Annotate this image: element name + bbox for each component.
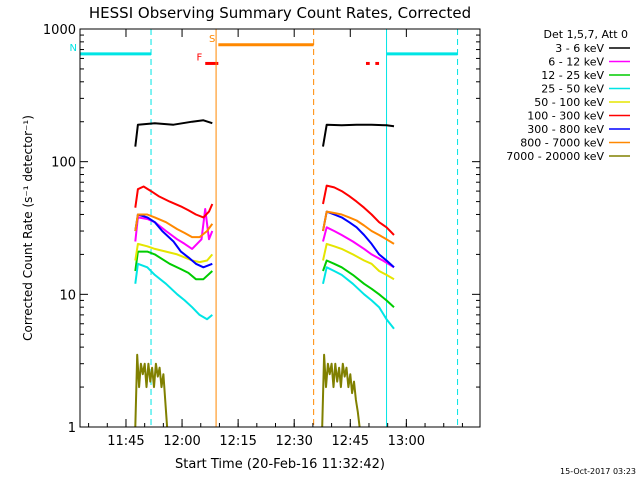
y-tick-label-1000: 1000: [43, 23, 76, 38]
flag-label-f: F: [196, 52, 202, 63]
series-line-12-25-kev-0: [134, 250, 213, 281]
plot-frame: [79, 28, 481, 428]
series-line-300-800-kev-0: [134, 213, 213, 269]
series-line-50-100-kev-1: [322, 242, 395, 281]
series-line-3-6-kev-0: [134, 119, 213, 147]
legend-label-25-50-kev: 25 - 50 keV: [541, 83, 604, 96]
series-line-100-300-kev-0: [134, 185, 214, 219]
series-line-50-100-kev-0: [134, 242, 214, 264]
legend-label-50-100-kev: 50 - 100 keV: [534, 96, 604, 109]
legend-label-800-7000-kev: 800 - 7000 keV: [520, 137, 604, 150]
series-line-7000-20000-kev-1: [321, 353, 361, 428]
legend-label-6-12-kev: 6 - 12 keV: [548, 56, 604, 69]
series-line-100-300-kev-1: [322, 184, 395, 236]
y-tick-label-1: 1: [68, 421, 76, 436]
flag-label-n: N: [70, 43, 77, 54]
x-tick-label-12-30: 12:30: [275, 434, 312, 449]
flag-label-s: S: [209, 34, 215, 45]
series-line-800-7000-kev-1: [322, 210, 395, 245]
series-line-3-6-kev-1: [322, 123, 395, 147]
series-line-800-7000-kev-0: [134, 213, 214, 239]
series-line-25-50-kev-0: [134, 262, 213, 321]
x-axis-ticks: 11:45 12:00 12:15 12:30 12:45 13:00: [88, 29, 463, 449]
y-tick-label-10: 10: [59, 288, 76, 303]
legend-label-12-25-kev: 12 - 25 keV: [541, 69, 604, 82]
series-line-6-12-kev-1: [322, 226, 395, 269]
legend-label-3-6-kev: 3 - 6 keV: [555, 42, 604, 55]
x-axis-label: Start Time (20-Feb-16 11:32:42): [175, 457, 385, 472]
x-tick-label-12-15: 12:15: [219, 434, 256, 449]
series-lines: [134, 119, 395, 428]
x-tick-label-11-45: 11:45: [107, 434, 144, 449]
flag-bars: N SF: [70, 34, 458, 65]
y-axis-ticks: 1 10 100 1000: [43, 23, 480, 436]
x-tick-label-12-45: 12:45: [332, 434, 369, 449]
y-axis-label: Corrected Count Rate (s⁻¹ detector⁻¹): [21, 115, 35, 341]
legend-title: Det 1,5,7, Att 0: [544, 28, 628, 41]
chart-title: HESSI Observing Summary Count Rates, Cor…: [89, 4, 471, 22]
series-line-7000-20000-kev-0: [134, 353, 169, 428]
x-tick-label-12-00: 12:00: [163, 434, 200, 449]
legend-label-100-300-kev: 100 - 300 keV: [527, 110, 604, 123]
x-tick-label-13-00: 13:00: [388, 434, 425, 449]
legend-label-300-800-kev: 300 - 800 keV: [527, 123, 604, 136]
legend-label-7000-20000-kev: 7000 - 20000 keV: [506, 150, 604, 163]
series-line-12-25-kev-1: [322, 259, 395, 308]
y-tick-label-100: 100: [51, 156, 76, 171]
footer-timestamp: 15-Oct-2017 03:23: [560, 467, 636, 476]
series-line-25-50-kev-1: [322, 266, 395, 330]
